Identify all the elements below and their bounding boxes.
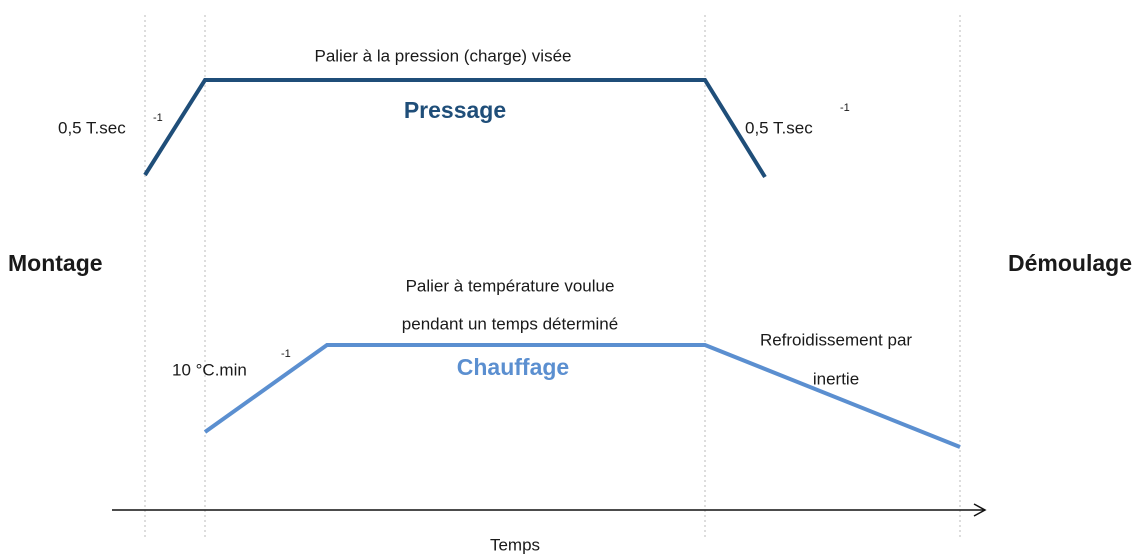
pressage-ramp-up: 0,5 T.sec <box>58 118 126 137</box>
left-label: Montage <box>8 250 103 276</box>
pressage-ramp-down-exponent: -1 <box>840 102 850 114</box>
pressage-ramp-up-exponent: -1 <box>153 112 163 124</box>
cooling-label: inertie <box>813 369 859 388</box>
cooling-label: Refroidissement par <box>760 330 912 349</box>
x-axis-label: Temps <box>490 535 540 554</box>
pressage-title: Pressage <box>404 97 506 123</box>
pressage-ramp-down: 0,5 T.sec <box>745 118 813 137</box>
chauffage-ramp-up: 10 °C.min <box>172 360 247 379</box>
chauffage-title: Chauffage <box>457 354 569 380</box>
pressage-plateau-label: Palier à la pression (charge) visée <box>314 46 571 65</box>
pressage-curve <box>143 78 767 179</box>
right-label: Démoulage <box>1008 250 1132 276</box>
chauffage-curve <box>203 343 961 449</box>
chauffage-ramp-up-exponent: -1 <box>281 348 291 360</box>
chauffage-plateau-label: pendant un temps déterminé <box>402 314 618 333</box>
chauffage-plateau-label: Palier à température voulue <box>406 276 615 295</box>
